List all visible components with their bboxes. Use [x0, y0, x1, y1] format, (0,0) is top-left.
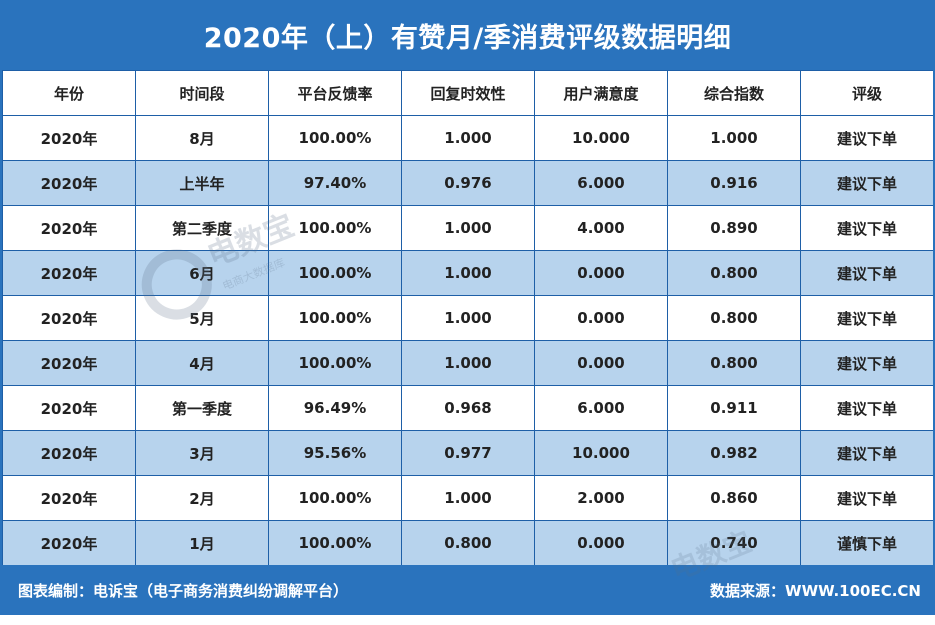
table-body: 2020年 8月 100.00% 1.000 10.000 1.000 建议下单 2020年上… — [2, 115, 933, 565]
cell-period: 4月 — [135, 340, 269, 386]
header-response-timeliness: 回复时效性 — [401, 70, 535, 116]
cell-user-satisfaction: 0.000 — [534, 250, 668, 296]
title-bar: 2020年（上）有赞月/季消费评级数据明细 — [0, 0, 935, 70]
cell-response-timeliness: 0.968 — [401, 385, 535, 431]
cell-rating: 建议下单 — [800, 430, 933, 476]
table-row: 2020年 上半年 97.40% 0.976 6.000 0.916 建议下单 — [2, 160, 933, 206]
cell-response-timeliness: 1.000 — [401, 115, 535, 161]
cell-response-timeliness: 0.977 — [401, 430, 535, 476]
cell-composite-index: 0.911 — [667, 385, 801, 431]
cell-composite-index: 0.740 — [667, 520, 801, 565]
cell-feedback-rate: 95.56% — [268, 430, 402, 476]
cell-year: 2020年 — [2, 430, 136, 476]
footer-data-source: 数据来源：WWW.100EC.CN — [710, 581, 921, 600]
cell-feedback-rate: 97.40% — [268, 160, 402, 206]
table-row: 2020年 8月 100.00% 1.000 10.000 1.000 建议下单 — [2, 115, 933, 161]
cell-period: 6月 — [135, 250, 269, 296]
cell-response-timeliness: 0.800 — [401, 520, 535, 565]
cell-user-satisfaction: 0.000 — [534, 340, 668, 386]
cell-period: 第一季度 — [135, 385, 269, 431]
header-period: 时间段 — [135, 70, 269, 116]
cell-period: 8月 — [135, 115, 269, 161]
cell-user-satisfaction: 0.000 — [534, 520, 668, 565]
cell-composite-index: 0.860 — [667, 475, 801, 521]
cell-composite-index: 0.982 — [667, 430, 801, 476]
page-title: 2020年（上）有赞月/季消费评级数据明细 — [203, 22, 732, 54]
cell-period: 上半年 — [135, 160, 269, 206]
cell-rating: 建议下单 — [800, 385, 933, 431]
header-composite-index: 综合指数 — [667, 70, 801, 116]
table-row: 2020年 4月 100.00% 1.000 0.000 0.800 建议下单 — [2, 340, 933, 386]
cell-feedback-rate: 100.00% — [268, 520, 402, 565]
footer: 图表编制：电诉宝（电子商务消费纠纷调解平台） 数据来源：WWW.100EC.CN — [0, 565, 935, 615]
table-row: 2020年 5月 100.00% 1.000 0.000 0.800 建议下单 — [2, 295, 933, 341]
cell-rating: 建议下单 — [800, 250, 933, 296]
cell-year: 2020年 — [2, 295, 136, 341]
cell-response-timeliness: 1.000 — [401, 475, 535, 521]
cell-response-timeliness: 1.000 — [401, 250, 535, 296]
table-row: 2020年 6月 100.00% 1.000 0.000 0.800 建议下单 — [2, 250, 933, 296]
cell-feedback-rate: 100.00% — [268, 250, 402, 296]
cell-period: 2月 — [135, 475, 269, 521]
table-row: 2020年 1月 100.00% 0.800 0.000 0.740 谨慎下单 — [2, 520, 933, 565]
cell-year: 2020年 — [2, 385, 136, 431]
cell-year: 2020年 — [2, 340, 136, 386]
table-row: 2020年 第一季度 96.49% 0.968 6.000 0.911 建议下单 — [2, 385, 933, 431]
cell-composite-index: 0.890 — [667, 205, 801, 251]
cell-user-satisfaction: 6.000 — [534, 385, 668, 431]
cell-period: 5月 — [135, 295, 269, 341]
cell-feedback-rate: 100.00% — [268, 205, 402, 251]
cell-user-satisfaction: 10.000 — [534, 430, 668, 476]
table-row: 2020年 2月 100.00% 1.000 2.000 0.860 建议下单 — [2, 475, 933, 521]
cell-rating: 建议下单 — [800, 340, 933, 386]
cell-rating: 建议下单 — [800, 205, 933, 251]
cell-rating: 建议下单 — [800, 115, 933, 161]
cell-year: 2020年 — [2, 520, 136, 565]
cell-period: 第二季度 — [135, 205, 269, 251]
header-rating: 评级 — [800, 70, 933, 116]
cell-composite-index: 0.800 — [667, 340, 801, 386]
cell-user-satisfaction: 4.000 — [534, 205, 668, 251]
cell-rating: 建议下单 — [800, 160, 933, 206]
cell-response-timeliness: 1.000 — [401, 340, 535, 386]
cell-year: 2020年 — [2, 205, 136, 251]
cell-composite-index: 0.800 — [667, 295, 801, 341]
cell-feedback-rate: 96.49% — [268, 385, 402, 431]
footer-compiler-credit: 图表编制：电诉宝（电子商务消费纠纷调解平台） — [18, 581, 349, 600]
cell-year: 2020年 — [2, 115, 136, 161]
table-header-row: 年份 时间段 平台反馈率 回复时效性 用户满意度 综合指数 评级 — [2, 70, 933, 116]
cell-user-satisfaction: 6.000 — [534, 160, 668, 206]
header-feedback-rate: 平台反馈率 — [268, 70, 402, 116]
header-year: 年份 — [2, 70, 136, 116]
cell-period: 3月 — [135, 430, 269, 476]
cell-feedback-rate: 100.00% — [268, 340, 402, 386]
cell-response-timeliness: 0.976 — [401, 160, 535, 206]
cell-feedback-rate: 100.00% — [268, 115, 402, 161]
cell-year: 2020年 — [2, 160, 136, 206]
cell-year: 2020年 — [2, 250, 136, 296]
cell-user-satisfaction: 0.000 — [534, 295, 668, 341]
cell-rating: 谨慎下单 — [800, 520, 933, 565]
table-row: 2020年 3月 95.56% 0.977 10.000 0.982 建议下单 — [2, 430, 933, 476]
cell-rating: 建议下单 — [800, 475, 933, 521]
table-row: 2020年 第二季度 100.00% 1.000 4.000 0.890 建议下单 — [2, 205, 933, 251]
cell-response-timeliness: 1.000 — [401, 295, 535, 341]
header-user-satisfaction: 用户满意度 — [534, 70, 668, 116]
cell-response-timeliness: 1.000 — [401, 205, 535, 251]
cell-feedback-rate: 100.00% — [268, 295, 402, 341]
cell-composite-index: 0.800 — [667, 250, 801, 296]
cell-period: 1月 — [135, 520, 269, 565]
cell-composite-index: 1.000 — [667, 115, 801, 161]
data-table-container: 年份 时间段 平台反馈率 回复时效性 用户满意度 综合指数 评级 2020年 8月… — [2, 70, 933, 565]
cell-user-satisfaction: 2.000 — [534, 475, 668, 521]
data-table: 年份 时间段 平台反馈率 回复时效性 用户满意度 综合指数 评级 2020年 8月… — [2, 70, 933, 565]
cell-feedback-rate: 100.00% — [268, 475, 402, 521]
cell-rating: 建议下单 — [800, 295, 933, 341]
cell-composite-index: 0.916 — [667, 160, 801, 206]
cell-year: 2020年 — [2, 475, 136, 521]
cell-user-satisfaction: 10.000 — [534, 115, 668, 161]
